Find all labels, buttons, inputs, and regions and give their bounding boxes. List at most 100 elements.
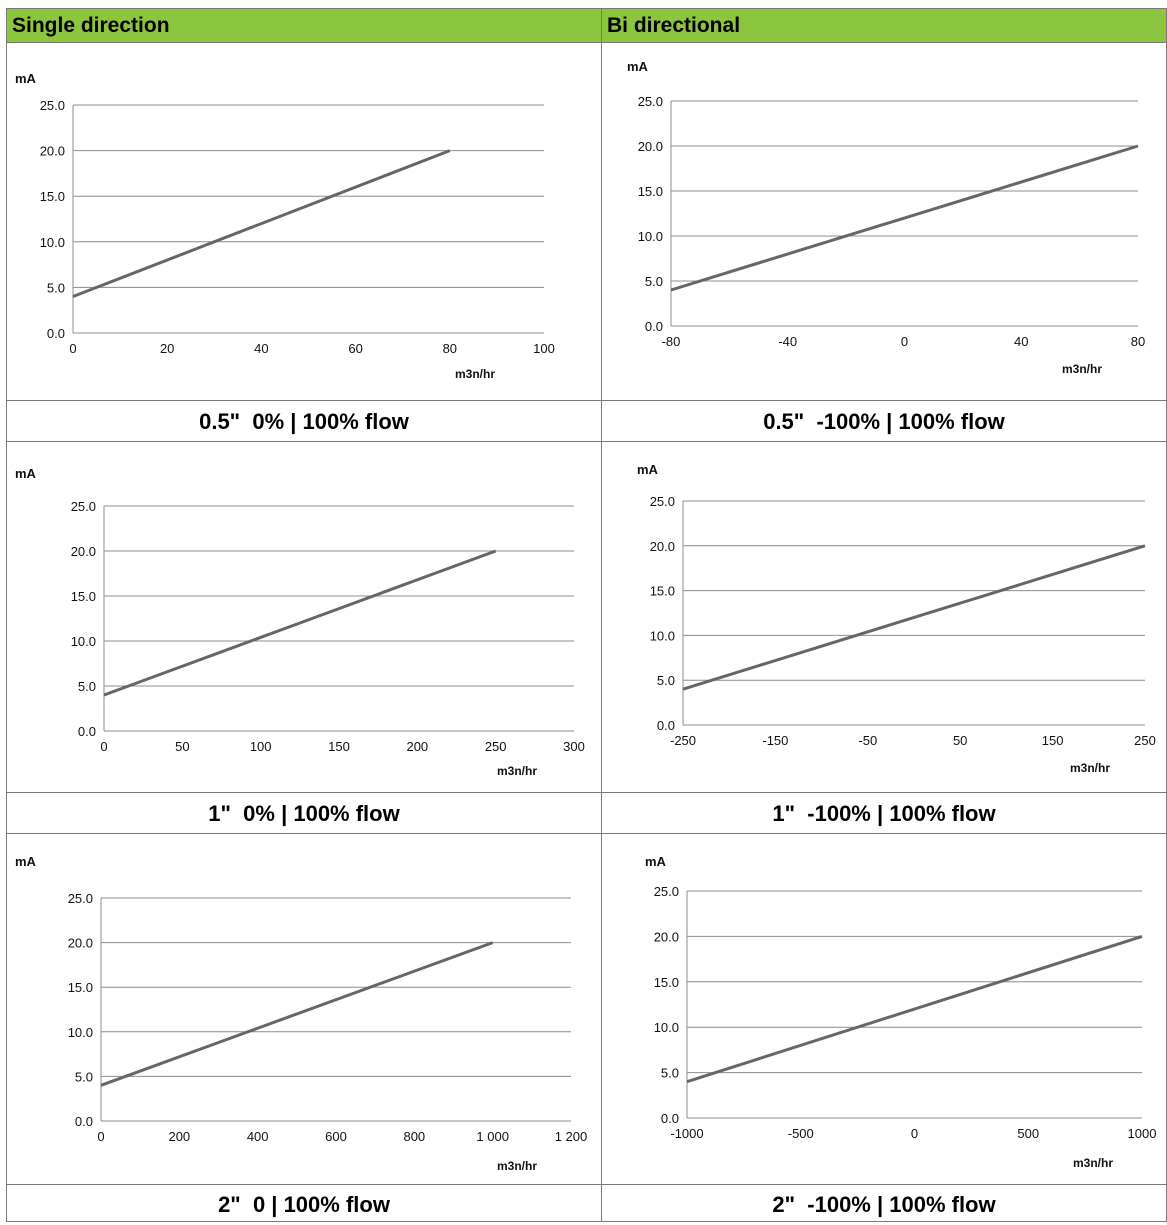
x-tick-label: -50 bbox=[858, 733, 877, 748]
series-line bbox=[682, 544, 1146, 691]
x-tick-label: 150 bbox=[1042, 733, 1064, 748]
y-tick-label: 5.0 bbox=[661, 1066, 679, 1081]
x-tick-label: 50 bbox=[175, 739, 189, 754]
caption-two-inch-single: 2" 0 | 100% flow bbox=[6, 1184, 602, 1222]
y-tick-label: 5.0 bbox=[657, 673, 675, 688]
x-tick-label: 0 bbox=[100, 739, 107, 754]
x-tick-label: 0 bbox=[69, 341, 76, 356]
y-tick-label: 15.0 bbox=[40, 189, 65, 204]
y-tick-label: 20.0 bbox=[650, 539, 675, 554]
x-tick-label: 150 bbox=[328, 739, 350, 754]
x-tick-label: 1 200 bbox=[555, 1129, 588, 1144]
chart-svg: 0.0 5.0 10.0 15.0 20.0 25.0 0 50 100 150 200 250 300… bbox=[15, 466, 585, 778]
x-tick-label: 300 bbox=[563, 739, 585, 754]
y-axis-label: mA bbox=[15, 71, 37, 86]
x-tick-label: 20 bbox=[160, 341, 174, 356]
chart-svg: 0.0 5.0 10.0 15.0 20.0 25.0 0 200 400 600 800 1 000… bbox=[15, 854, 588, 1173]
x-tick-label: -1000 bbox=[670, 1126, 703, 1141]
x-tick-label: 800 bbox=[403, 1129, 425, 1144]
x-tick-label: 0 bbox=[911, 1126, 918, 1141]
caption-half-inch-bi: 0.5" -100% | 100% flow bbox=[601, 400, 1167, 442]
y-tick-label: 5.0 bbox=[78, 679, 96, 694]
x-tick-label: 40 bbox=[254, 341, 268, 356]
caption-one-inch-single: 1" 0% | 100% flow bbox=[6, 792, 602, 834]
x-tick-label: -40 bbox=[778, 334, 797, 349]
y-tick-label: 10.0 bbox=[654, 1020, 679, 1035]
y-tick-label: 15.0 bbox=[71, 589, 96, 604]
chart-cell-half-inch-single: 0.0 5.0 10.0 15.0 20.0 25.0 0 20 40 60 80 100 mA m3n/… bbox=[6, 42, 602, 401]
x-tick-label: 400 bbox=[247, 1129, 269, 1144]
y-tick-label: 5.0 bbox=[645, 274, 663, 289]
x-axis-label: m3n/hr bbox=[497, 1159, 537, 1173]
y-tick-label: 15.0 bbox=[638, 184, 663, 199]
x-tick-label: -250 bbox=[670, 733, 696, 748]
y-tick-label: 25.0 bbox=[650, 494, 675, 509]
x-tick-label: 200 bbox=[168, 1129, 190, 1144]
chart-cell-two-inch-single: 0.0 5.0 10.0 15.0 20.0 25.0 0 200 400 600 800 1 000… bbox=[6, 833, 602, 1185]
x-tick-label: 500 bbox=[1017, 1126, 1039, 1141]
y-tick-label: 10.0 bbox=[68, 1025, 93, 1040]
y-tick-label: 20.0 bbox=[654, 929, 679, 944]
x-tick-label: 600 bbox=[325, 1129, 347, 1144]
series-line bbox=[72, 149, 451, 298]
chart-cell-two-inch-bi: 0.0 5.0 10.0 15.0 20.0 25.0 -1000 -500 0 500 1000 m… bbox=[601, 833, 1167, 1185]
x-tick-label: 100 bbox=[250, 739, 272, 754]
y-tick-label: 20.0 bbox=[40, 144, 65, 159]
x-axis-label: m3n/hr bbox=[1073, 1156, 1113, 1170]
y-tick-label: 25.0 bbox=[40, 98, 65, 113]
x-tick-label: 60 bbox=[348, 341, 362, 356]
caption-half-inch-single: 0.5" 0% | 100% flow bbox=[6, 400, 602, 442]
y-tick-label: 5.0 bbox=[47, 280, 65, 295]
y-tick-label: 10.0 bbox=[650, 628, 675, 643]
series-line bbox=[686, 934, 1143, 1084]
y-tick-label: 0.0 bbox=[661, 1111, 679, 1126]
header-bi-directional: Bi directional bbox=[601, 8, 1167, 43]
top-strip bbox=[0, 0, 1167, 8]
y-tick-label: 10.0 bbox=[71, 634, 96, 649]
y-axis-label: mA bbox=[637, 462, 659, 477]
x-axis-label: m3n/hr bbox=[1062, 362, 1102, 376]
x-tick-label: 0 bbox=[901, 334, 908, 349]
y-tick-label: 0.0 bbox=[47, 326, 65, 341]
y-tick-label: 25.0 bbox=[71, 499, 96, 514]
y-tick-label: 10.0 bbox=[40, 235, 65, 250]
x-tick-label: 200 bbox=[406, 739, 428, 754]
y-tick-label: 10.0 bbox=[638, 229, 663, 244]
y-tick-label: 20.0 bbox=[68, 936, 93, 951]
y-tick-label: 20.0 bbox=[638, 139, 663, 154]
y-tick-label: 0.0 bbox=[657, 718, 675, 733]
x-tick-label: 100 bbox=[533, 341, 555, 356]
chart-cell-one-inch-bi: 0.0 5.0 10.0 15.0 20.0 25.0 -250 -150 -50 50 150 25… bbox=[601, 441, 1167, 793]
y-tick-label: 5.0 bbox=[75, 1069, 93, 1084]
chart-cell-half-inch-bi: 0.0 5.0 10.0 15.0 20.0 25.0 -80 -40 0 40 80 mA m3n/h… bbox=[601, 42, 1167, 401]
chart-svg: 0.0 5.0 10.0 15.0 20.0 25.0 0 20 40 60 80 100 mA m3n/… bbox=[15, 71, 555, 381]
y-tick-label: 15.0 bbox=[650, 584, 675, 599]
y-tick-label: 0.0 bbox=[645, 319, 663, 334]
y-tick-label: 20.0 bbox=[71, 544, 96, 559]
x-axis-label: m3n/hr bbox=[455, 367, 495, 381]
y-axis-label: mA bbox=[15, 854, 37, 869]
y-axis-label: mA bbox=[627, 59, 649, 74]
series-line bbox=[100, 941, 494, 1087]
x-tick-label: -80 bbox=[662, 334, 681, 349]
x-tick-label: 1 000 bbox=[476, 1129, 509, 1144]
x-tick-label: 1000 bbox=[1128, 1126, 1157, 1141]
y-tick-label: 25.0 bbox=[654, 884, 679, 899]
series-line bbox=[670, 144, 1139, 292]
x-tick-label: 40 bbox=[1014, 334, 1028, 349]
chart-svg: 0.0 5.0 10.0 15.0 20.0 25.0 -1000 -500 0 500 1000 m… bbox=[645, 854, 1157, 1170]
x-tick-label: 80 bbox=[443, 341, 457, 356]
x-axis-label: m3n/hr bbox=[497, 764, 537, 778]
chart-cell-one-inch-single: 0.0 5.0 10.0 15.0 20.0 25.0 0 50 100 150 200 250 300… bbox=[6, 441, 602, 793]
series-line bbox=[103, 549, 497, 697]
y-tick-label: 15.0 bbox=[654, 975, 679, 990]
x-tick-label: -150 bbox=[762, 733, 788, 748]
y-tick-label: 25.0 bbox=[68, 891, 93, 906]
x-tick-label: 250 bbox=[1134, 733, 1156, 748]
chart-svg: 0.0 5.0 10.0 15.0 20.0 25.0 -250 -150 -50 50 150 25… bbox=[637, 462, 1156, 775]
y-tick-label: 0.0 bbox=[78, 724, 96, 739]
header-single-direction: Single direction bbox=[6, 8, 602, 43]
y-axis-label: mA bbox=[645, 854, 667, 869]
y-tick-label: 25.0 bbox=[638, 94, 663, 109]
